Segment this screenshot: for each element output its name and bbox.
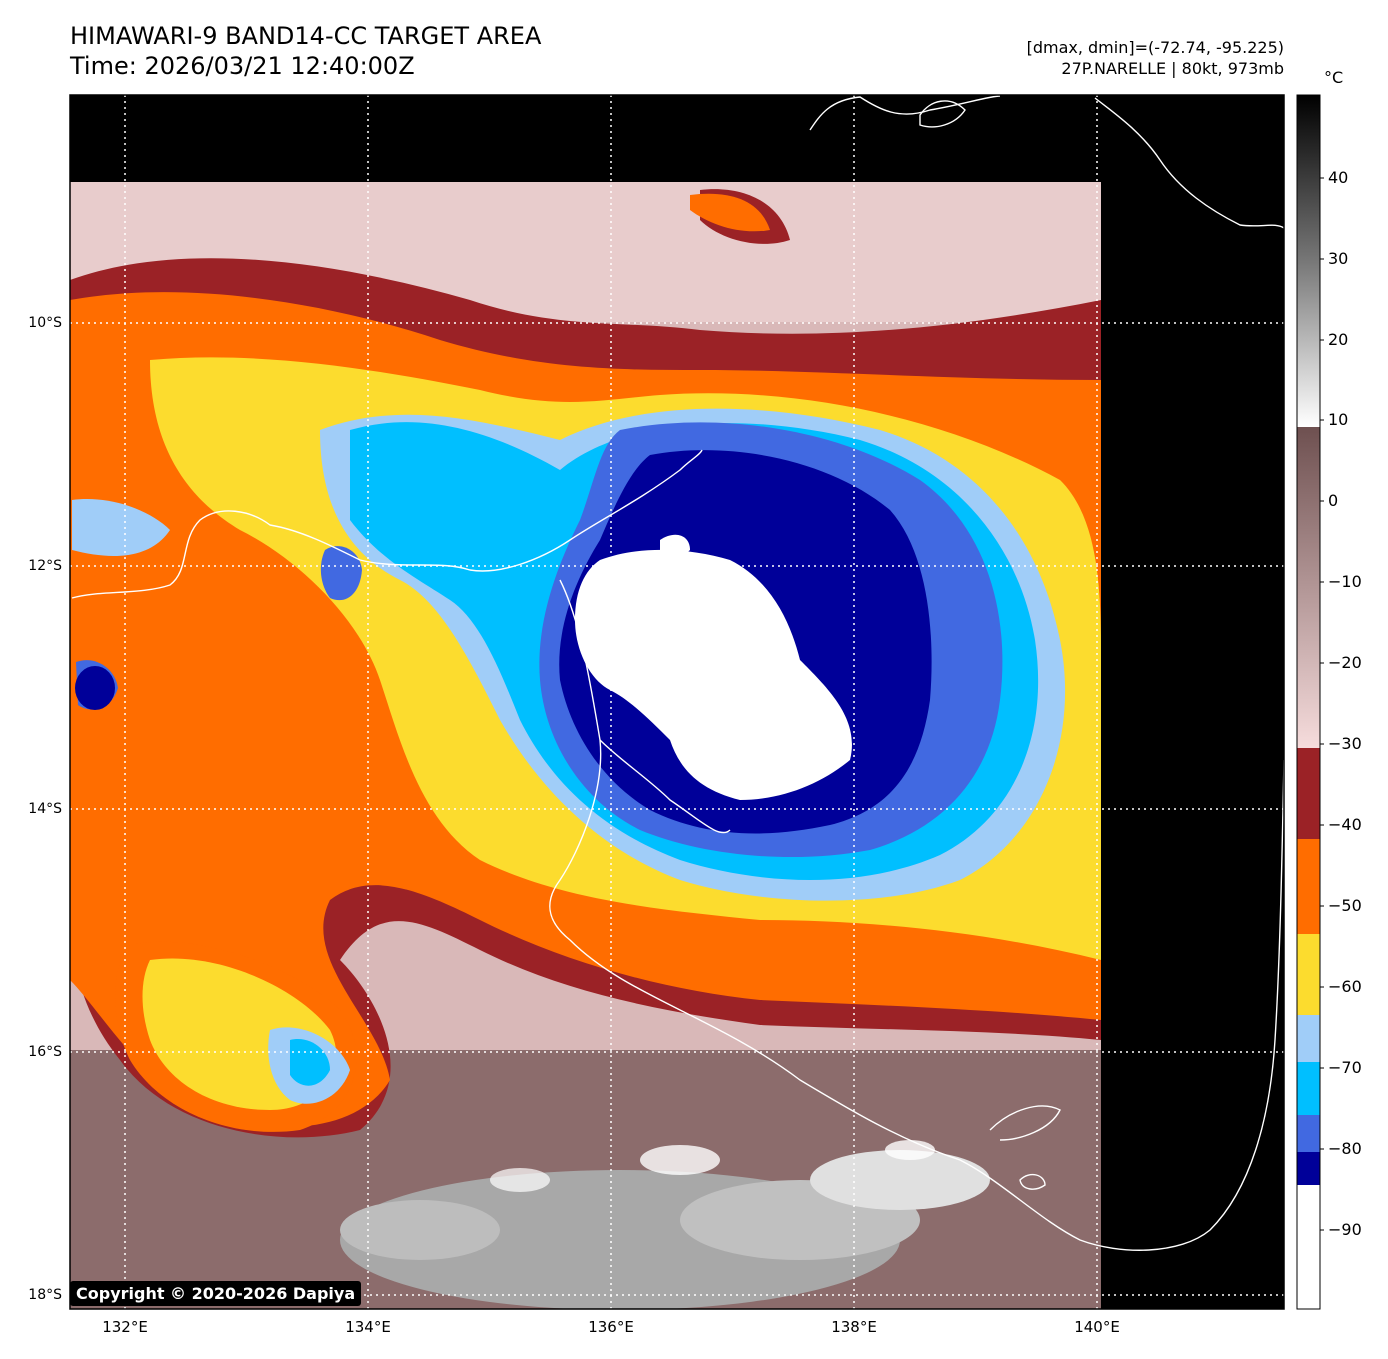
title-line-1: HIMAWARI-9 BAND14-CC TARGET AREA: [70, 22, 542, 50]
lat-label-14s: 14°S: [28, 801, 62, 817]
colorbar-unit: °C: [1324, 68, 1344, 87]
colorbar-tick: −30: [1328, 734, 1362, 753]
intensity-range-label: [dmax, dmin]=(-72.74, -95.225): [1026, 38, 1284, 57]
coastline: [71, 95, 1284, 1251]
lon-label-134e: 134°E: [345, 1318, 391, 1336]
lat-label-10s: 10°S: [28, 315, 62, 331]
lon-label-138e: 138°E: [831, 1318, 877, 1336]
cloud-top-imagery: [70, 182, 1101, 1309]
title-line-2: Time: 2026/03/21 12:40:00Z: [70, 52, 415, 80]
lat-label-12s: 12°S: [28, 558, 62, 574]
lat-label-16s: 16°S: [28, 1044, 62, 1060]
lon-label-140e: 140°E: [1074, 1318, 1120, 1336]
colorbar-tick: −80: [1328, 1139, 1362, 1158]
colorbar-tick: −50: [1328, 896, 1362, 915]
colorbar-tick: −40: [1328, 815, 1362, 834]
colorbar-tick: −60: [1328, 977, 1362, 996]
storm-info-label: 27P.NARELLE | 80kt, 973mb: [1061, 59, 1284, 78]
copyright-label: Copyright © 2020-2026 Dapiya: [70, 1281, 362, 1306]
lon-label-132e: 132°E: [102, 1318, 148, 1336]
colorbar: [1296, 94, 1324, 1310]
colorbar-tick: −10: [1328, 572, 1362, 591]
lat-label-18s: 18°S: [28, 1287, 62, 1303]
gridlines: [70, 95, 1284, 1309]
colorbar-tick: 40: [1328, 168, 1349, 187]
map-border: [69, 94, 1285, 1310]
colorbar-tick: 10: [1328, 410, 1349, 429]
colorbar-tick: −70: [1328, 1058, 1362, 1077]
lon-label-136e: 136°E: [588, 1318, 634, 1336]
colorbar-tick: −20: [1328, 653, 1362, 672]
colorbar-tick: 0: [1328, 491, 1339, 510]
colorbar-tick: 20: [1328, 330, 1349, 349]
colorbar-tick: −90: [1328, 1220, 1362, 1239]
colorbar-tick: 30: [1328, 249, 1349, 268]
